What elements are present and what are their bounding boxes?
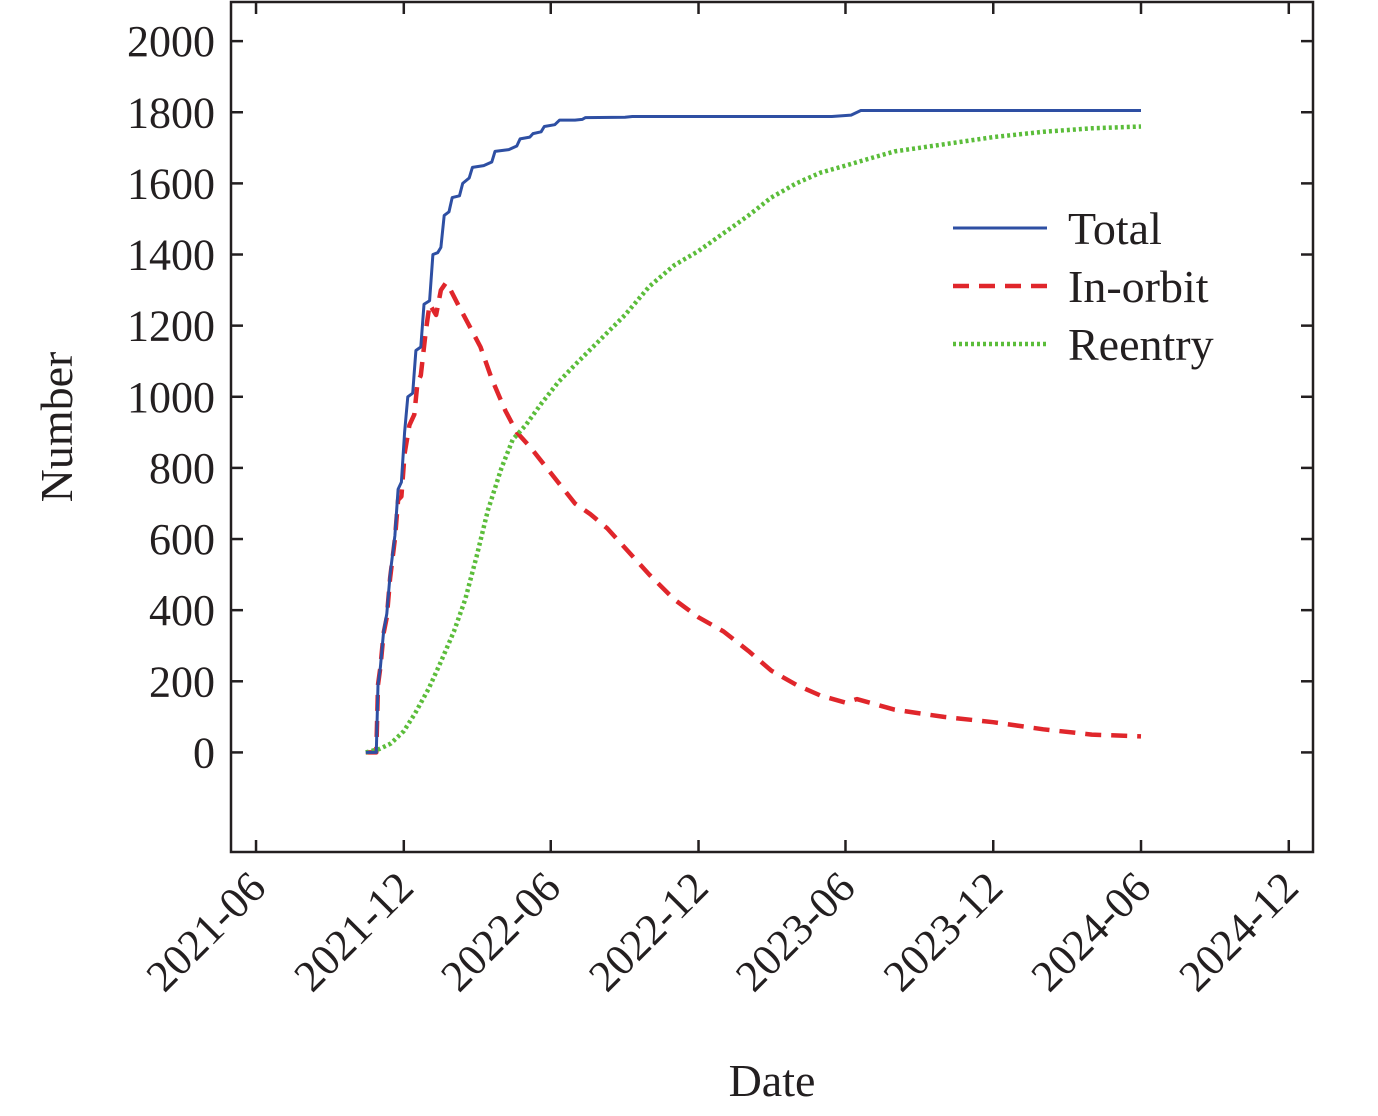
y-tick-label: 1000 <box>127 373 215 422</box>
x-tick-label: 2023-06 <box>726 862 864 1000</box>
y-tick-label: 1200 <box>127 302 215 351</box>
y-tick-label: 2000 <box>127 17 215 66</box>
y-tick-label: 1600 <box>127 159 215 208</box>
legend-label: Total <box>1068 203 1162 254</box>
y-tick-label: 600 <box>149 515 215 564</box>
x-tick-label: 2022-06 <box>431 862 569 1000</box>
x-axis-title: Date <box>729 1055 816 1106</box>
x-tick-label: 2023-12 <box>874 862 1012 1000</box>
x-tick-label: 2022-12 <box>579 862 717 1000</box>
legend: Total In-orbit Reentry <box>953 203 1214 370</box>
legend-label: In-orbit <box>1068 261 1209 312</box>
y-tick-label: 800 <box>149 444 215 493</box>
x-tick-label: 2021-12 <box>285 862 423 1000</box>
series-line-reentry <box>365 124 1142 755</box>
series-line-total <box>365 109 1141 754</box>
x-tick-label: 2021-06 <box>137 862 275 1000</box>
y-tick-label: 1400 <box>127 231 215 280</box>
series-layer <box>365 109 1142 755</box>
y-axis-title: Number <box>31 352 82 503</box>
x-tick-label: 2024-06 <box>1022 862 1160 1000</box>
y-tick-label: 200 <box>149 657 215 706</box>
x-tick-label: 2024-12 <box>1169 862 1307 1000</box>
plot-frame <box>229 0 1315 854</box>
y-axis-ticks: 0 200 400 600 800 1000 1200 1400 1600 1800 2000 <box>127 17 1313 777</box>
y-tick-label: 1800 <box>127 88 215 137</box>
series-line-in-orbit <box>365 280 1142 755</box>
y-tick-label: 0 <box>193 728 215 777</box>
y-tick-label: 400 <box>149 586 215 635</box>
legend-label: Reentry <box>1068 319 1214 370</box>
